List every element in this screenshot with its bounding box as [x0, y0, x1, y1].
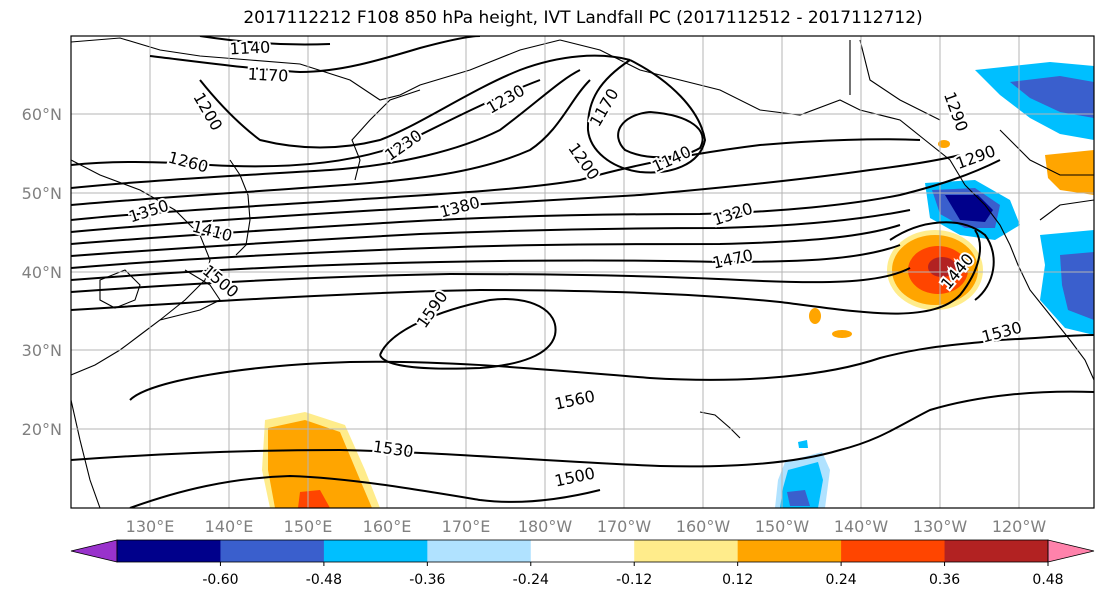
colorbar-segment [634, 540, 739, 562]
contour-label: 1320 [710, 199, 755, 230]
colorbar-segment [530, 540, 635, 562]
contour-label: 1140 [229, 37, 271, 58]
lon-label: 140°E [205, 517, 254, 536]
colorbar: -0.60 -0.48 -0.36 -0.24 -0.12 0.12 0.24 0.36 0.4… [70, 539, 1095, 588]
lat-label: 40°N [22, 263, 62, 282]
contour-label: 1500 [553, 463, 597, 490]
contour-label: 1170 [247, 64, 289, 85]
lon-label: 130°E [126, 517, 175, 536]
colorbar-segment [220, 540, 325, 562]
contour-label: 1590 [413, 287, 452, 331]
map-title: 2017112212 F108 850 hPa height, IVT Land… [243, 8, 923, 28]
colorbar-tick-label: -0.36 [409, 572, 445, 588]
ivt-shading [262, 62, 1094, 508]
colorbar-tick-label: 0.12 [722, 572, 753, 588]
lon-label: 130°W [913, 517, 968, 536]
lat-label: 50°N [22, 184, 62, 203]
colorbar-outline [116, 539, 1049, 563]
lon-label: 150°E [284, 517, 333, 536]
contour-label: 1200 [189, 89, 226, 134]
height-contours [71, 36, 1094, 508]
longitude-labels: 130°E 140°E 150°E 160°E 170°E 180°W 170°W 160°W… [126, 517, 1047, 536]
lat-label: 30°N [22, 341, 62, 360]
contour-label: 1230 [483, 81, 528, 118]
graticule [71, 36, 1094, 508]
contour-label: 1500 [199, 261, 242, 302]
contour-label: 1530 [980, 318, 1024, 347]
contour-label: 1200 [564, 139, 603, 183]
lon-label: 180°W [518, 517, 573, 536]
lat-label: 60°N [22, 105, 62, 124]
contour-label: 1230 [381, 126, 425, 165]
contour-label: 1140 [649, 142, 694, 176]
contour-label: 1470 [711, 245, 755, 272]
colorbar-segment [737, 540, 842, 562]
contour-label: 1560 [553, 386, 597, 413]
coastlines [71, 37, 1094, 508]
colorbar-extend-high [1047, 539, 1095, 563]
map-frame [70, 35, 1095, 509]
colorbar-segment [944, 540, 1049, 562]
lon-label: 160°E [363, 517, 412, 536]
contour-label: 1380 [438, 193, 482, 222]
lon-label: 150°W [755, 517, 810, 536]
colorbar-segment [323, 540, 428, 562]
colorbar-tick-label: 0.24 [826, 572, 857, 588]
colorbar-extend-low [70, 539, 118, 563]
colorbar-segment [841, 540, 946, 562]
colorbar-tick-label: -0.24 [513, 572, 549, 588]
lat-label: 20°N [22, 420, 62, 439]
contour-label: 1290 [940, 89, 972, 134]
colorbar-segment [117, 540, 221, 562]
colorbar-tick-label: 0.48 [1032, 572, 1063, 588]
colorbar-tick-label: -0.12 [616, 572, 652, 588]
lon-label: 170°E [442, 517, 491, 536]
contour-label: 1530 [372, 437, 415, 461]
lon-label: 160°W [676, 517, 731, 536]
latitude-labels: 60°N 50°N 40°N 30°N 20°N [22, 105, 62, 439]
contour-label: 1260 [166, 148, 210, 177]
colorbar-tick-label: -0.48 [306, 572, 342, 588]
colorbar-tick-label: -0.60 [202, 572, 238, 588]
lon-label: 140°W [834, 517, 889, 536]
contour-label: 1410 [190, 217, 234, 246]
lon-label: 120°W [992, 517, 1047, 536]
lon-label: 170°W [597, 517, 652, 536]
colorbar-tick-label: 0.36 [929, 572, 960, 588]
contour-label: 1290 [953, 141, 998, 173]
colorbar-segment [427, 540, 532, 562]
